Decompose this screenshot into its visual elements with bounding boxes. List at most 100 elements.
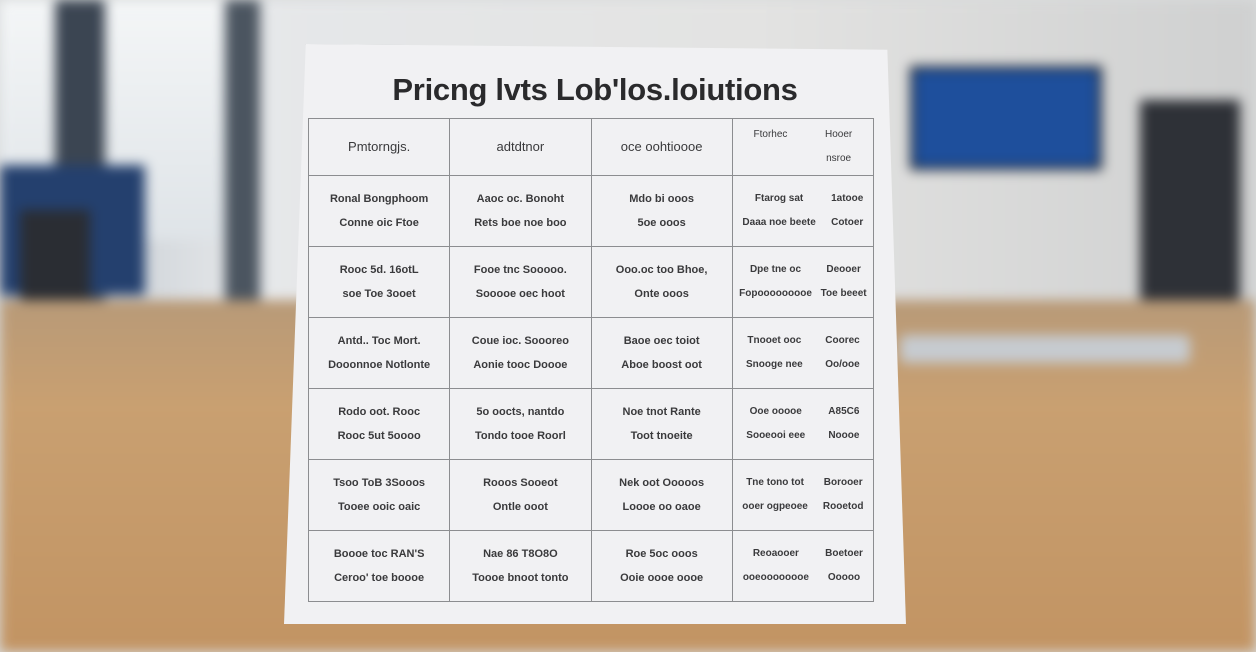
cell-text: Noooe — [828, 430, 860, 441]
table-cell: Nae 86 T8O8O Toooe bnoot tonto — [449, 530, 592, 602]
table-cell: Tsoo ToB 3Sooos Tooee ooic oaic — [307, 459, 451, 531]
cell-text: Pmtorngjs. — [348, 139, 411, 154]
table-cell: Aaoc oc. Bonoht Rets boe noe boo — [449, 175, 592, 247]
table-row: Ronal Bongphoom Conne oic Ftoe Aaoc oc. Bo… — [307, 175, 875, 247]
table-cell: Rooc 5d. 16otL soe Toe 3ooet — [307, 246, 451, 318]
cell-text: Tnooet ooc — [747, 335, 802, 346]
cell-text: Mdo bi ooos — [629, 193, 694, 205]
cell-text: Boetoer — [825, 548, 863, 559]
table-cell: Nek oot Ooooos Loooe oo oaoe — [590, 459, 733, 531]
table-cell: Pmtorngjs. — [307, 118, 451, 176]
cell-text: Snooge nee — [746, 359, 803, 370]
table-cell: 5o oocts, nantdo Tondo tooe Roorl — [449, 388, 592, 460]
cell-text: Tooee ooic oaic — [337, 501, 421, 513]
table-cell: Rodo oot. Rooc Rooc 5ut 5oooo — [307, 388, 451, 460]
cell-text: Dooonnoe Notlonte — [328, 359, 431, 371]
table-cell: Tne tono tot ooer ogpeoee Borooer Rooetod — [731, 459, 875, 531]
cell-text: Rooos Sooeot — [483, 477, 558, 489]
cell-text: Onte ooos — [634, 288, 689, 300]
cell-subcolumn-left: Reoaooer ooeoooooooe — [743, 542, 809, 590]
cell-text: Fopooooooooe — [739, 288, 812, 299]
table-cell: Boooe toc RAN'S Ceroo' toe boooe — [307, 530, 451, 602]
table-cell: Noe tnot Rante Toot tnoeite — [590, 388, 733, 460]
cell-text: Sooeooi eee — [746, 430, 806, 441]
cell-text: Aonie tooc Doooe — [473, 359, 568, 371]
sign-title: Pricng lvts Lob'los.loiutions — [392, 72, 798, 107]
cell-text: Rooc 5ut 5oooo — [337, 430, 421, 442]
cell-text: Rooetod — [822, 501, 864, 512]
table-cell: adtdtnor — [449, 118, 592, 176]
cell-text: Antd.. Toc Mort. — [337, 335, 421, 347]
cell-text: Hooer — [824, 129, 853, 140]
cell-text: Coorec — [825, 335, 860, 346]
cell-text: A85C6 — [828, 406, 860, 417]
cell-text: Rets boe noe boo — [474, 217, 567, 229]
table-row: Antd.. Toc Mort. Dooonnoe Notlonte Coue io… — [307, 317, 875, 389]
cell-text: Tsoo ToB 3Sooos — [333, 477, 426, 489]
cell-subcolumn-right: Borooer Rooetod — [823, 471, 864, 519]
cell-text: Ftorhec — [753, 129, 788, 140]
cell-subcolumn-left: Dpe tne oc Fopooooooooe — [739, 258, 812, 306]
cell-text: Rooc 5d. 16otL — [339, 264, 419, 276]
table-cell: Roe 5oc ooos Ooie oooe oooe — [590, 530, 733, 602]
wall-tv — [910, 66, 1102, 170]
cell-text: 5o oocts, nantdo — [476, 406, 565, 418]
cell-text: Daaa noe beete — [742, 217, 816, 228]
table-row: Boooe toc RAN'S Ceroo' toe boooe Nae 86 T8… — [307, 530, 875, 602]
cell-text: Ronal Bongphoom — [329, 193, 429, 205]
cell-text: Coue ioc. Soooreo — [471, 335, 569, 347]
cell-text: ooer ogpeoee — [742, 501, 808, 512]
cell-text: Loooe oo oaoe — [622, 501, 701, 513]
table-row: Tsoo ToB 3Sooos Tooee ooic oaic Rooos Sooe… — [307, 459, 875, 531]
cell-text: Ooie oooe oooe — [620, 572, 704, 584]
table-row: Rooc 5d. 16otL soe Toe 3ooet Fooe tnc Sooo… — [307, 246, 875, 318]
table-cell: Ooe ooooe Sooeooi eee A85C6 Noooe — [731, 388, 875, 460]
cell-subcolumn-left: Ftarog sat Daaa noe beete — [742, 187, 815, 235]
pricing-table: Pmtorngjs. adtdtnor oce oohtioooe Ftorhec Ho… — [307, 118, 875, 602]
cell-text: adtdtnor — [496, 139, 545, 154]
pricing-sign: Pricng lvts Lob'los.loiutions Pmtorngjs.… — [284, 44, 906, 624]
cell-text: Dpe tne oc — [749, 264, 802, 275]
cell-text: 1atooe — [831, 193, 864, 204]
table-cell: Ftarog sat Daaa noe beete 1atooe Cotoer — [731, 175, 875, 247]
table-row: Rodo oot. Rooc Rooc 5ut 5oooo 5o oocts, na… — [307, 388, 875, 460]
chair-right — [1140, 100, 1240, 310]
cell-text: Noe tnot Rante — [622, 406, 701, 418]
table-cell: Ftorhec Hooer nsroe — [731, 118, 875, 176]
cell-text: Ontle ooot — [492, 501, 548, 513]
cell-text: Conne oic Ftoe — [339, 217, 419, 229]
cell-text: Ceroo' toe boooe — [334, 572, 425, 584]
cell-text: Tne tono tot — [746, 477, 804, 488]
cell-subcolumn-left: Ftorhec — [754, 123, 788, 171]
cell-text: nsroe — [826, 153, 852, 164]
table-cell: Baoe oec toiot Aboe boost oot — [590, 317, 733, 389]
cell-text: Reoaooer — [752, 548, 799, 559]
window-frame — [225, 0, 260, 300]
cell-text: Aaoc oc. Bonoht — [476, 193, 565, 205]
cell-text: oce oohtioooe — [620, 139, 703, 154]
cell-subcolumn-left: Tne tono tot ooer ogpeoee — [742, 471, 808, 519]
cell-text: Aboe boost oot — [621, 359, 702, 371]
cell-text: Toe beeet — [820, 288, 867, 299]
cell-text: Deooer — [826, 264, 861, 275]
cell-text: Borooer — [823, 477, 863, 488]
cell-text: Nae 86 T8O8O — [483, 548, 558, 560]
cell-text: Ooe ooooe — [749, 406, 802, 417]
cell-text: 5oe ooos — [637, 217, 686, 229]
cell-text: Oo/ooe — [825, 359, 860, 370]
table-cell: Ronal Bongphoom Conne oic Ftoe — [307, 175, 451, 247]
cell-text: Roe 5oc ooos — [625, 548, 698, 560]
cell-text: Ooo.oc too Bhoe, — [615, 264, 708, 276]
cell-text: Rodo oot. Rooc — [338, 406, 421, 418]
cell-text: ooeoooooooe — [742, 572, 809, 583]
cell-text: Toot tnoeite — [630, 430, 693, 442]
cell-subcolumn-left: Ooe ooooe Sooeooi eee — [746, 400, 805, 448]
cell-text: Nek oot Ooooos — [619, 477, 705, 489]
cell-text: Ooooo — [827, 572, 861, 583]
table-cell: oce oohtioooe — [590, 118, 733, 176]
table-cell: Rooos Sooeot Ontle ooot — [449, 459, 592, 531]
cell-text: soe Toe 3ooet — [342, 288, 416, 300]
cell-text: Cotoer — [831, 217, 864, 228]
table-cell: Fooe tnc Sooooo. Sooooe oec hoot — [449, 246, 592, 318]
cell-subcolumn-left: Tnooet ooc Snooge nee — [746, 329, 803, 377]
